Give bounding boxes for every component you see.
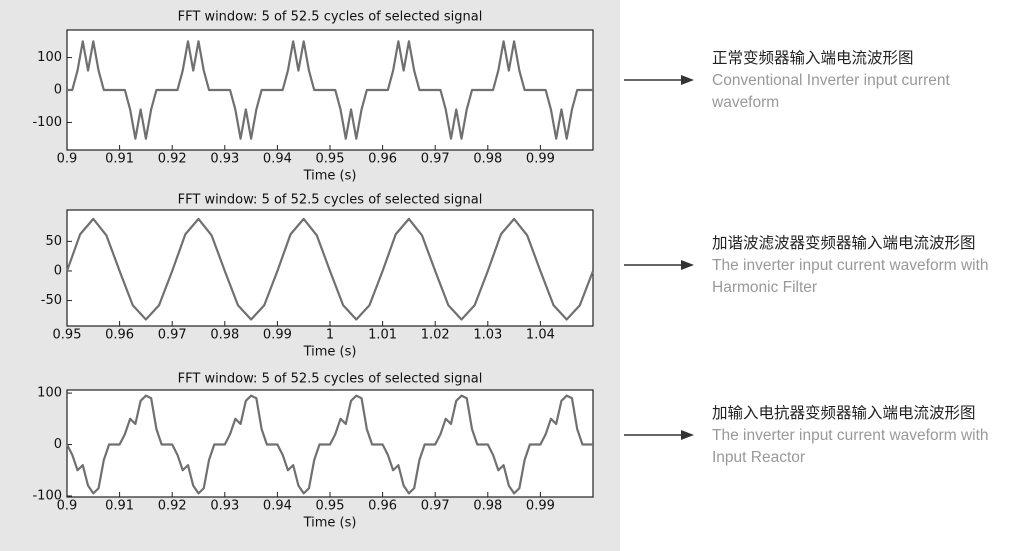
arrow-head: [681, 430, 694, 440]
y-tick-label: 100: [37, 386, 62, 401]
x-tick-label: 0.92: [158, 152, 187, 167]
x-tick-label: 1.04: [526, 328, 555, 343]
waveform: [67, 40, 593, 140]
x-tick-label: 0.97: [421, 152, 450, 167]
y-tick-label: -50: [41, 293, 62, 308]
x-tick-label: 0.98: [210, 328, 239, 343]
y-tick-label: 100: [37, 50, 62, 65]
x-tick-label: 0.97: [158, 328, 187, 343]
chart-title: FFT window: 5 of 52.5 cycles of selected…: [178, 193, 483, 208]
x-tick-label: 0.9: [57, 152, 78, 167]
x-tick-label: 1.03: [473, 328, 502, 343]
waveform: [65, 217, 595, 321]
x-tick-label: 0.96: [368, 499, 397, 514]
x-tick-label: 0.99: [526, 152, 555, 167]
x-tick-label: 0.96: [105, 328, 134, 343]
caption-english: The inverter input current waveform with…: [712, 257, 989, 296]
x-tick-label: 0.98: [473, 499, 502, 514]
caption-english: Conventional Inverter input current wave…: [712, 72, 950, 111]
caption-chinese: 加输入电抗器变频器输入端电流波形图: [712, 405, 976, 422]
x-tick-label: 0.94: [263, 499, 292, 514]
caption-chinese: 加谐波滤波器变频器输入端电流波形图: [712, 235, 976, 252]
x-axis-label: Time (s): [303, 345, 357, 360]
x-tick-label: 0.9: [57, 499, 78, 514]
x-tick-label: 1.02: [421, 328, 450, 343]
x-axis-label: Time (s): [303, 169, 357, 184]
x-tick-label: 1.01: [368, 328, 397, 343]
x-tick-label: 0.95: [316, 152, 345, 167]
caption-english: The inverter input current waveform with…: [712, 427, 989, 466]
y-tick-label: 0: [54, 437, 62, 452]
x-tick-label: 0.93: [210, 499, 239, 514]
x-tick-label: 0.99: [263, 328, 292, 343]
x-tick-label: 0.95: [53, 328, 82, 343]
x-axis-label: Time (s): [303, 516, 357, 531]
x-tick-label: 0.94: [263, 152, 292, 167]
y-tick-label: 0: [54, 263, 62, 278]
x-tick-label: 0.93: [210, 152, 239, 167]
arrow-head: [681, 260, 694, 270]
x-tick-label: 0.91: [105, 499, 134, 514]
x-tick-label: 0.95: [316, 499, 345, 514]
x-tick-label: 0.92: [158, 499, 187, 514]
chart-title: FFT window: 5 of 52.5 cycles of selected…: [178, 372, 483, 387]
x-tick-label: 0.97: [421, 499, 450, 514]
caption-chinese: 正常变频器输入端电流波形图: [712, 50, 914, 67]
arrow-head: [681, 75, 694, 85]
x-tick-label: 0.91: [105, 152, 134, 167]
x-tick-label: 1: [326, 328, 334, 343]
waveform: [66, 394, 593, 495]
chart-title: FFT window: 5 of 52.5 cycles of selected…: [178, 10, 483, 25]
y-tick-label: 50: [45, 234, 62, 249]
x-tick-label: 0.98: [473, 152, 502, 167]
y-tick-label: -100: [32, 488, 62, 503]
y-tick-label: -100: [32, 115, 62, 130]
y-tick-label: 0: [54, 83, 62, 98]
x-tick-label: 0.99: [526, 499, 555, 514]
x-tick-label: 0.96: [368, 152, 397, 167]
